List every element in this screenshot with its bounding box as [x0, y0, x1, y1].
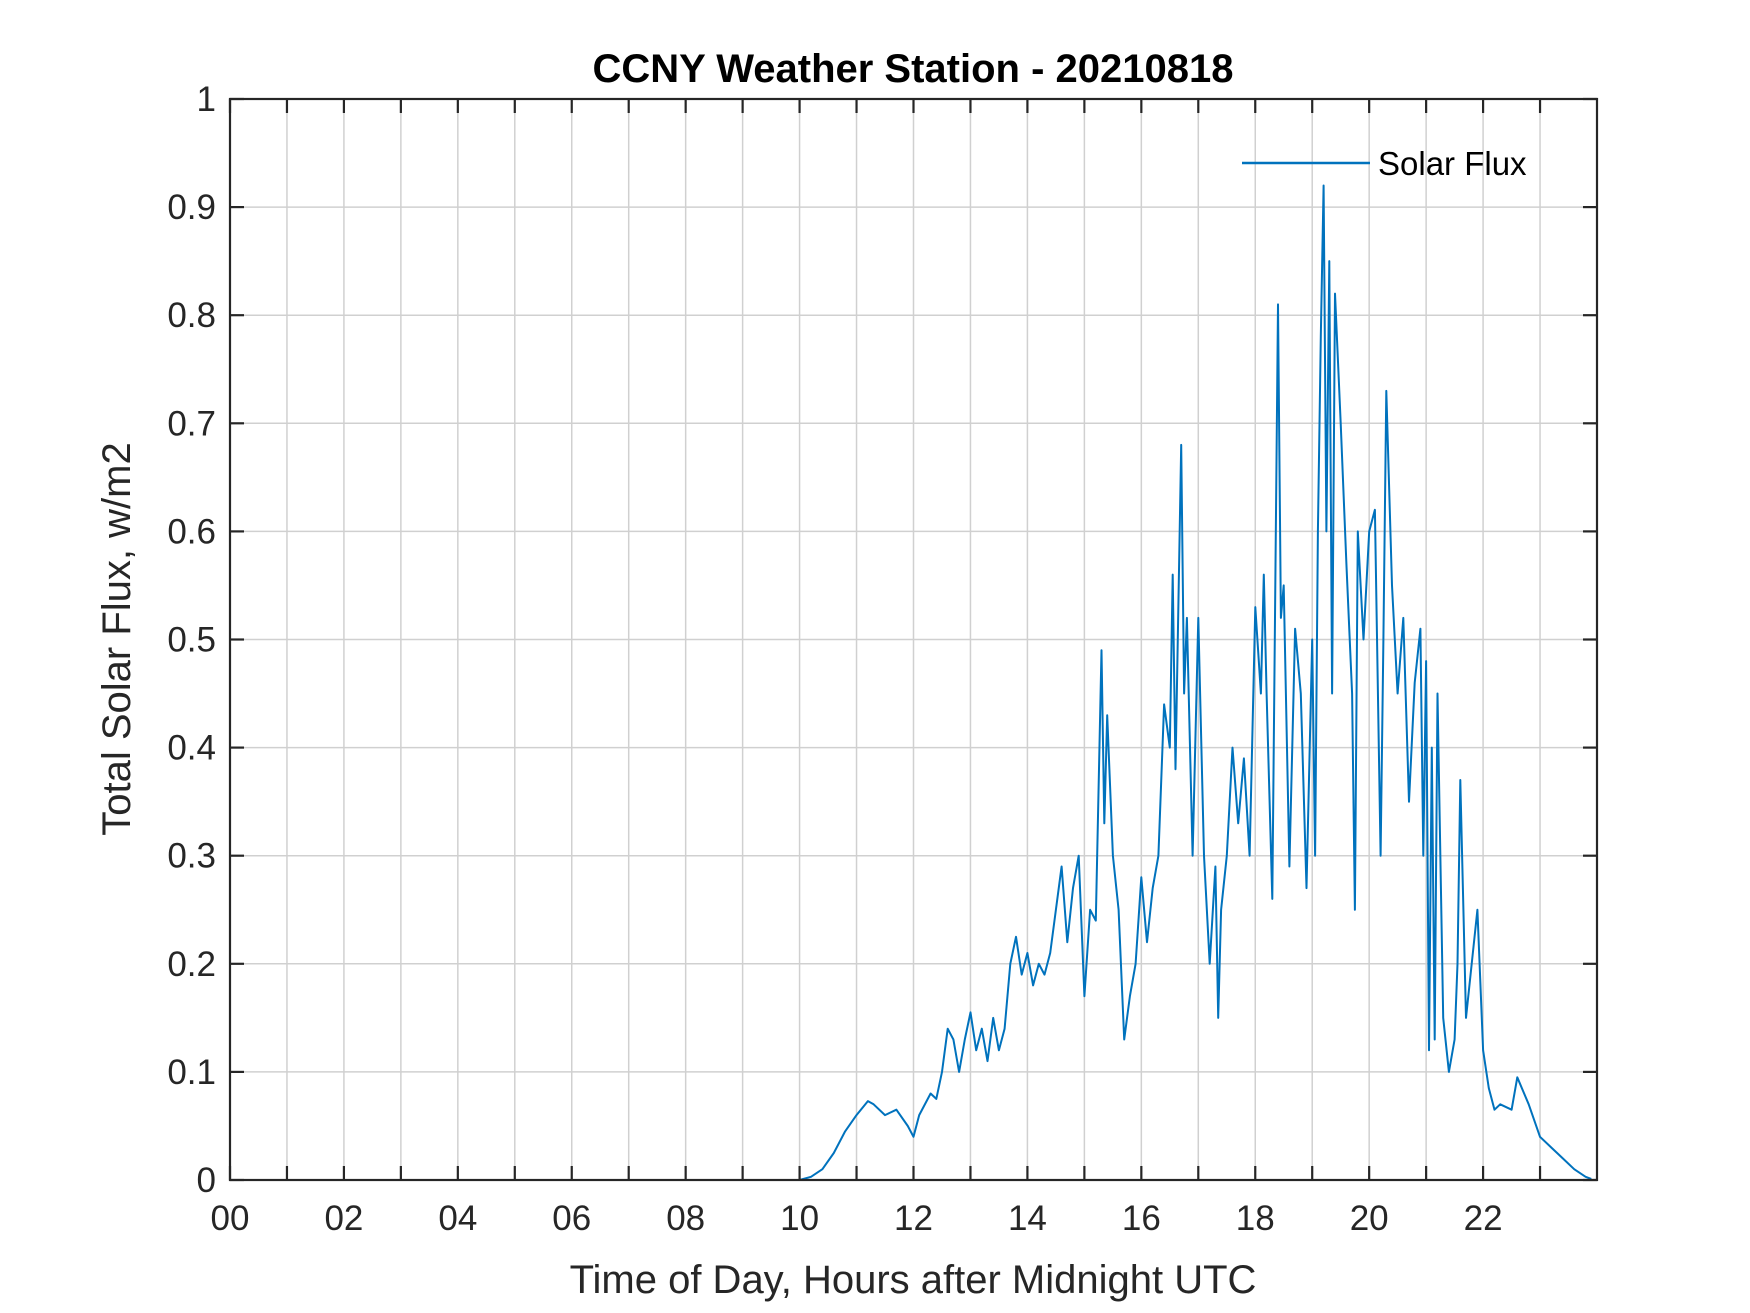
axis-ticks [228, 97, 1597, 1182]
grid-lines [230, 99, 1597, 1180]
x-tick-label: 06 [552, 1199, 591, 1238]
y-tick-label: 0.2 [167, 945, 216, 984]
x-tick-label: 18 [1236, 1199, 1275, 1238]
x-tick-labels: 00 02 04 06 08 10 12 14 16 18 20 22 [211, 1199, 1503, 1238]
series-layer [230, 184, 1592, 1181]
x-tick-label: 16 [1122, 1199, 1161, 1238]
y-tick-label: 0.6 [167, 512, 216, 551]
x-tick-label: 22 [1464, 1199, 1503, 1238]
series-line-solar-flux [230, 184, 1592, 1181]
y-axis-label: Total Solar Flux, w/m2 [95, 442, 139, 835]
x-tick-label: 12 [894, 1199, 933, 1238]
legend: Solar Flux [1242, 145, 1527, 182]
chart-title: CCNY Weather Station - 20210818 [593, 47, 1234, 91]
y-tick-label: 0.1 [167, 1053, 216, 1092]
y-tick-label: 0.4 [167, 729, 216, 768]
y-tick-label: 0.7 [167, 404, 216, 443]
y-tick-labels: 0 0.1 0.2 0.3 0.4 0.5 0.6 0.7 0.8 0.9 1 [167, 80, 216, 1200]
x-tick-label: 08 [666, 1199, 705, 1238]
y-tick-label: 0.8 [167, 296, 216, 335]
legend-label-solar-flux: Solar Flux [1378, 145, 1527, 182]
x-axis-label: Time of Day, Hours after Midnight UTC [570, 1258, 1257, 1302]
y-tick-label: 0.5 [167, 621, 216, 660]
x-tick-label: 20 [1350, 1199, 1389, 1238]
x-tick-label: 04 [438, 1199, 477, 1238]
y-tick-label: 0 [197, 1161, 216, 1200]
y-tick-label: 0.3 [167, 837, 216, 876]
x-tick-label: 10 [780, 1199, 819, 1238]
x-tick-label: 14 [1008, 1199, 1047, 1238]
x-tick-label: 02 [324, 1199, 363, 1238]
y-tick-label: 1 [197, 80, 216, 119]
y-tick-label: 0.9 [167, 188, 216, 227]
x-tick-label: 00 [211, 1199, 250, 1238]
